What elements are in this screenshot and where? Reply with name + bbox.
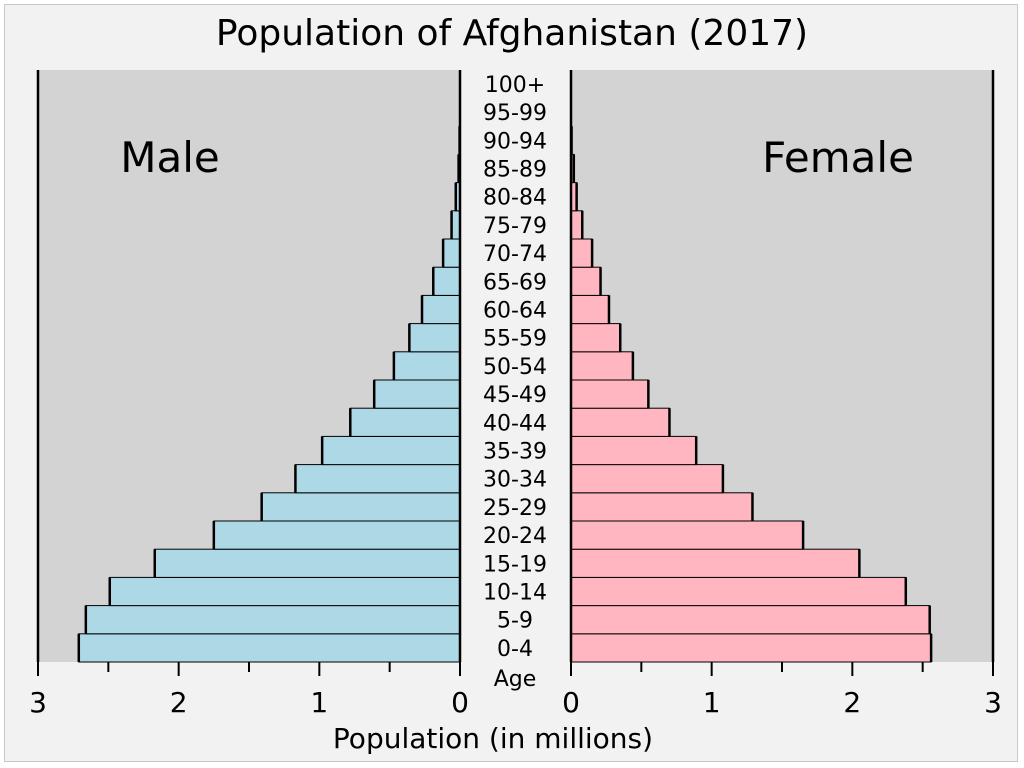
age-group-label: 65-69 (483, 270, 547, 295)
male-bar-25-29 (261, 492, 461, 522)
age-labels-group: 0-4 5-9 10-14 15-19 20-24 25-29 30-34 35-39 40-4… (483, 73, 547, 662)
female-bar-60-64 (570, 294, 610, 325)
female-bar-5-9 (570, 605, 931, 635)
male-bar-0-4 (78, 633, 461, 663)
male-bar-15-19 (154, 548, 461, 578)
age-group-label: 55-59 (483, 327, 547, 352)
male-bar-45-49 (373, 379, 461, 409)
female-bar-25-29 (570, 492, 753, 522)
male-x-tick-label: 2 (170, 686, 188, 719)
male-bar-50-54 (393, 351, 461, 381)
age-group-label: 35-39 (483, 440, 547, 465)
male-x-tick-label: 0 (451, 686, 469, 719)
male-x-tick-label: 3 (29, 686, 47, 719)
age-group-label: 20-24 (483, 524, 547, 549)
age-axis-label: Age (494, 667, 537, 692)
bars-group (77, 125, 933, 663)
male-bar-55-59 (408, 323, 461, 353)
age-group-label: 0-4 (497, 637, 533, 662)
age-group-label: 45-49 (483, 383, 547, 408)
female-bar-10-14 (570, 576, 907, 607)
age-group-label: 95-99 (483, 101, 547, 126)
female-bar-70-74 (570, 238, 593, 268)
age-group-label: 30-34 (483, 468, 547, 493)
age-group-label: 60-64 (483, 299, 547, 324)
female-bar-75-79 (570, 210, 583, 240)
male-bar-60-64 (421, 294, 461, 325)
male-bar-70-74 (442, 238, 461, 268)
female-bar-20-24 (570, 520, 804, 550)
male-bar-10-14 (109, 576, 461, 607)
x-axis-label: Population (in millions) (333, 722, 653, 755)
female-bar-40-44 (570, 407, 670, 437)
age-group-label: 75-79 (483, 214, 547, 239)
male-bar-5-9 (85, 605, 461, 635)
male-bar-65-69 (432, 266, 461, 296)
male-x-tick-label: 1 (310, 686, 328, 719)
age-group-label: 15-19 (483, 552, 547, 577)
male-bar-40-44 (349, 407, 461, 437)
age-group-label: 25-29 (483, 496, 547, 521)
female-x-tick-label: 0 (562, 686, 580, 719)
female-bar-0-4 (570, 633, 932, 663)
female-bar-15-19 (570, 548, 860, 578)
male-bar-35-39 (321, 435, 461, 466)
age-group-label: 90-94 (483, 129, 547, 154)
male-bar-30-34 (294, 464, 461, 494)
male-bar-75-79 (451, 210, 461, 240)
female-bar-65-69 (570, 266, 602, 296)
female-series-label: Female (762, 133, 914, 182)
male-bar-20-24 (213, 520, 461, 550)
age-group-label: 40-44 (483, 411, 547, 436)
male-series-label: Male (120, 133, 219, 182)
age-group-label: 70-74 (483, 242, 547, 267)
age-group-label: 50-54 (483, 355, 547, 380)
x-axis-ticks-group: 0 0 1 1 2 2 3 3 (29, 662, 1002, 719)
female-x-tick-label: 1 (703, 686, 721, 719)
age-group-label: 100+ (485, 73, 545, 98)
female-x-tick-label: 3 (984, 686, 1002, 719)
age-group-label: 80-84 (483, 186, 547, 211)
age-group-label: 10-14 (483, 581, 547, 606)
female-bar-35-39 (570, 435, 697, 466)
female-x-tick-label: 2 (843, 686, 861, 719)
age-group-label: 85-89 (483, 158, 547, 183)
female-bar-50-54 (570, 351, 634, 381)
female-bar-45-49 (570, 379, 649, 409)
female-bar-55-59 (570, 323, 621, 353)
chart-title: Population of Afghanistan (2017) (216, 13, 808, 54)
female-bar-30-34 (570, 464, 724, 494)
age-group-label: 5-9 (497, 609, 533, 634)
